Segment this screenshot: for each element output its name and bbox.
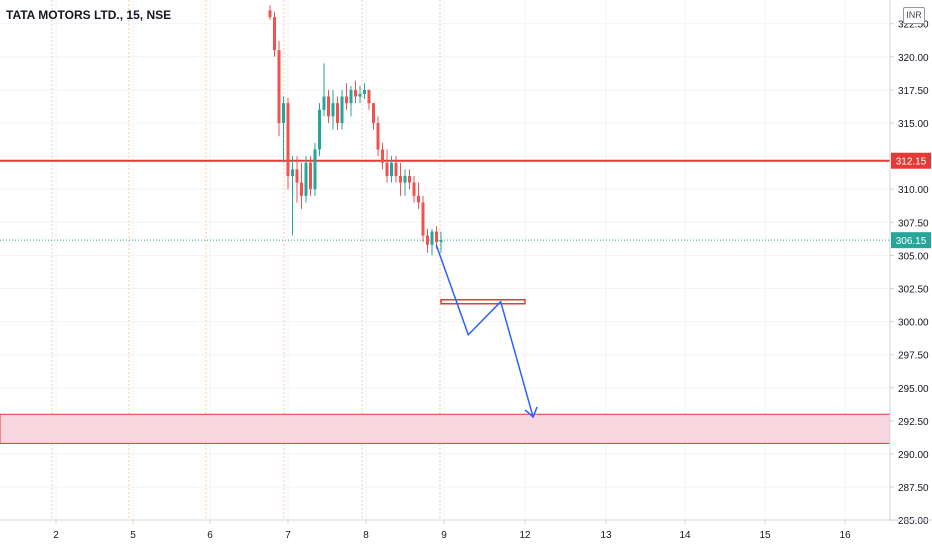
price-tick-label: 285.00 [898, 516, 929, 527]
candle-body[interactable] [408, 175, 411, 183]
candle-body[interactable] [345, 96, 348, 104]
time-tick-label: 15 [759, 530, 771, 541]
candle-body[interactable] [268, 10, 272, 18]
candle-body[interactable] [426, 235, 429, 245]
price-tick-label: 290.00 [898, 450, 929, 461]
projection-path[interactable] [435, 244, 534, 418]
price-scale-panel[interactable] [890, 0, 932, 520]
price-tick-label: 300.00 [898, 318, 929, 329]
candle-body[interactable] [421, 202, 425, 236]
price-tick-label: 287.50 [898, 483, 929, 494]
price-tick-label: 292.50 [898, 417, 929, 428]
price-tick-label: 302.50 [898, 285, 929, 296]
candle-body[interactable] [367, 89, 371, 104]
target-marker[interactable] [440, 298, 526, 305]
candle-body[interactable] [430, 231, 434, 245]
candle-body[interactable] [381, 149, 384, 163]
symbol-title[interactable]: TATA MOTORS LTD., 15, NSE [6, 8, 172, 22]
support-zone[interactable] [0, 413, 891, 444]
time-tick-label: 14 [679, 530, 691, 541]
projection-arrowhead-icon [524, 406, 538, 419]
candle-body[interactable] [390, 162, 393, 176]
candle-body[interactable] [435, 231, 438, 243]
time-tick-label: 7 [285, 530, 291, 541]
candle-body[interactable] [304, 162, 308, 196]
last-price-label: 306.15 [891, 232, 931, 249]
candle-body[interactable] [385, 162, 389, 176]
price-tick-label: 317.50 [898, 86, 929, 97]
candle-body[interactable] [354, 89, 357, 97]
resistance-price-label: 312.15 [891, 152, 931, 169]
candle-body[interactable] [291, 169, 294, 176]
candle-body[interactable] [399, 175, 402, 183]
price-tick-label: 315.00 [898, 119, 929, 130]
price-tick-label: 322.50 [898, 20, 929, 31]
candle-body[interactable] [309, 162, 312, 190]
candlestick-series[interactable] [268, 5, 443, 256]
candle-body[interactable] [372, 103, 375, 123]
price-tick-label: 305.00 [898, 251, 929, 262]
resistance-price-text: 312.15 [896, 157, 927, 168]
price-tick-label: 297.50 [898, 351, 929, 362]
time-tick-label: 12 [519, 530, 531, 541]
candle-body[interactable] [340, 96, 344, 123]
candle-body[interactable] [358, 93, 362, 97]
time-tick-label: 5 [130, 530, 136, 541]
candle-body[interactable] [336, 103, 339, 123]
candle-body[interactable] [394, 162, 398, 176]
price-tick-label: 307.50 [898, 218, 929, 229]
price-tick-label: 320.00 [898, 53, 929, 64]
candle-body[interactable] [403, 175, 407, 183]
candle-body[interactable] [282, 103, 285, 123]
currency-badge[interactable]: INR [903, 7, 925, 24]
candle-body[interactable] [412, 182, 416, 196]
candle-body[interactable] [349, 89, 353, 104]
candle-body[interactable] [331, 103, 335, 117]
candle-body[interactable] [277, 50, 281, 123]
candle-body[interactable] [322, 96, 326, 110]
candle-body[interactable] [327, 96, 330, 117]
candle-body[interactable] [286, 103, 290, 176]
candle-body[interactable] [273, 17, 276, 51]
time-tick-label: 6 [207, 530, 213, 541]
candle-body[interactable] [376, 123, 380, 150]
time-tick-label: 8 [363, 530, 369, 541]
time-tick-label: 16 [839, 530, 851, 541]
candle-body[interactable] [295, 169, 299, 183]
candle-body[interactable] [313, 149, 317, 190]
candle-body[interactable] [363, 89, 366, 94]
price-tick-label: 310.00 [898, 185, 929, 196]
time-scale[interactable]: 2 5 6 7 8 9 12 13 14 15 16 [53, 520, 851, 541]
time-tick-label: 13 [600, 530, 612, 541]
candle-body[interactable] [439, 240, 443, 243]
price-tick-label: 295.00 [898, 384, 929, 395]
last-price-text: 306.15 [896, 236, 927, 247]
candle-body[interactable] [300, 182, 303, 196]
time-tick-label: 2 [53, 530, 59, 541]
candle-body[interactable] [417, 195, 420, 203]
time-scale-panel[interactable] [0, 520, 890, 550]
candle-body[interactable] [318, 109, 321, 150]
time-tick-label: 9 [441, 530, 447, 541]
